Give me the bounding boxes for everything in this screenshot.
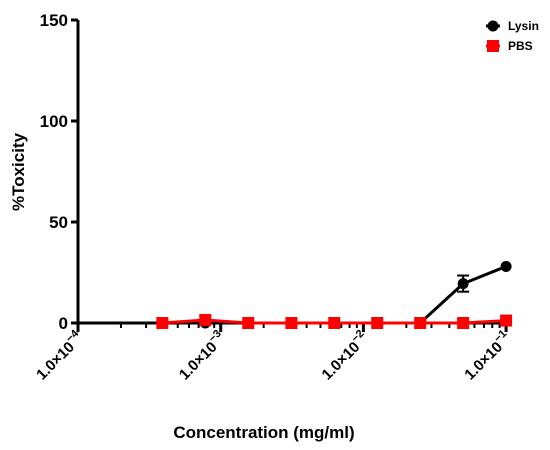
data-point xyxy=(457,278,469,290)
y-tick-label-100: 100 xyxy=(40,112,68,131)
legend-label: Lysin xyxy=(508,19,539,33)
data-point xyxy=(500,314,513,327)
x-tick-label-0: 1.0×10−4 xyxy=(31,327,87,383)
series-layer xyxy=(156,260,513,329)
data-point xyxy=(457,317,470,329)
legend: Lysin PBS xyxy=(486,19,539,53)
axes xyxy=(76,20,512,325)
data-point xyxy=(328,317,341,329)
data-point xyxy=(285,317,298,329)
data-point xyxy=(242,317,255,329)
legend-label: PBS xyxy=(508,39,533,53)
x-tick-label-3: 1.0×10−1 xyxy=(459,328,515,384)
tick-marks xyxy=(71,18,508,332)
tick-labels: 0 50 100 150 1.0×10−4 1.0×10−3 1.0×10−2 1.0×10−… xyxy=(31,11,515,384)
y-tick-label-150: 150 xyxy=(40,11,68,30)
legend-marker xyxy=(487,40,499,52)
y-tick-label-0: 0 xyxy=(59,314,68,333)
series-pbs xyxy=(156,313,513,329)
x-axis-title: Concentration (mg/ml) xyxy=(173,423,354,442)
legend-item-pbs: PBS xyxy=(486,39,533,53)
x-tick-label-2: 1.0×10−2 xyxy=(316,328,372,384)
legend-item-lysin: Lysin xyxy=(486,19,539,33)
data-point xyxy=(371,317,384,329)
x-tick-label-1: 1.0×10−3 xyxy=(174,328,230,384)
data-point xyxy=(156,317,169,329)
series-line-lysin xyxy=(162,265,507,325)
data-point xyxy=(500,260,512,272)
data-point xyxy=(199,313,212,326)
y-axis-title: %Toxicity xyxy=(9,132,28,211)
legend-marker xyxy=(487,20,499,32)
data-point xyxy=(414,317,427,329)
y-tick-label-50: 50 xyxy=(49,213,68,232)
